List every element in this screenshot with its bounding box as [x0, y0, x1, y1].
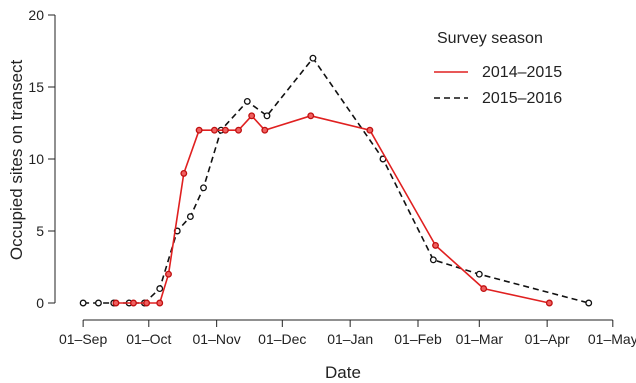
y-tick-label: 10	[28, 151, 44, 167]
series-2014-2015	[112, 112, 553, 307]
x-axis-title: Date	[325, 363, 361, 382]
x-tick-label: 01–Oct	[126, 331, 171, 347]
series-line	[116, 115, 550, 304]
y-tick-label: 0	[36, 295, 44, 311]
legend-title: Survey season	[437, 30, 543, 47]
x-tick-label: 01–May	[588, 331, 636, 347]
data-point	[545, 299, 553, 307]
data-point	[585, 299, 593, 307]
data-point	[79, 299, 87, 307]
data-point	[248, 112, 256, 120]
data-point	[480, 285, 488, 293]
data-point	[200, 184, 207, 192]
data-point	[432, 241, 439, 249]
x-tick-label: 01–Mar	[456, 331, 504, 347]
data-point	[95, 299, 102, 307]
series-layer	[79, 54, 593, 307]
data-point	[130, 299, 137, 307]
data-point	[475, 270, 483, 278]
legend-label: 2015–2016	[482, 90, 562, 107]
x-tick-label: 01–Nov	[193, 331, 241, 347]
data-point	[156, 285, 164, 293]
data-point	[261, 126, 269, 134]
data-point	[195, 126, 203, 134]
data-point	[243, 97, 251, 105]
y-tick-label: 15	[28, 79, 44, 95]
data-point	[143, 299, 151, 307]
x-tick-label: 01–Sep	[59, 331, 107, 347]
data-point	[180, 169, 188, 177]
data-point	[165, 270, 172, 278]
x-tick-label: 01–Apr	[525, 331, 570, 347]
x-tick-label: 01–Jan	[327, 331, 373, 347]
axes: 0 5 10 15 20 01–Sep 01–Oct 01–Nov 01–Dec 01–Jan 01…	[28, 7, 636, 347]
data-point	[112, 299, 120, 307]
data-point	[429, 256, 437, 264]
x-tick-label: 01–Dec	[258, 331, 306, 347]
data-point	[221, 126, 229, 134]
y-tick-label: 20	[28, 7, 44, 23]
data-point	[235, 126, 242, 134]
data-point	[186, 213, 194, 221]
data-point	[156, 299, 164, 307]
data-point	[366, 126, 374, 134]
data-point	[211, 126, 218, 134]
legend-label: 2014–2015	[482, 64, 562, 81]
data-point	[309, 54, 317, 62]
data-point	[307, 112, 315, 120]
x-tick-label: 01–Feb	[394, 331, 442, 347]
legend: Survey season 2014–2015 2015–2016	[434, 30, 562, 107]
data-point	[263, 112, 271, 120]
y-tick-label: 5	[36, 223, 44, 239]
y-axis-title: Occupied sites on transect	[7, 60, 26, 261]
